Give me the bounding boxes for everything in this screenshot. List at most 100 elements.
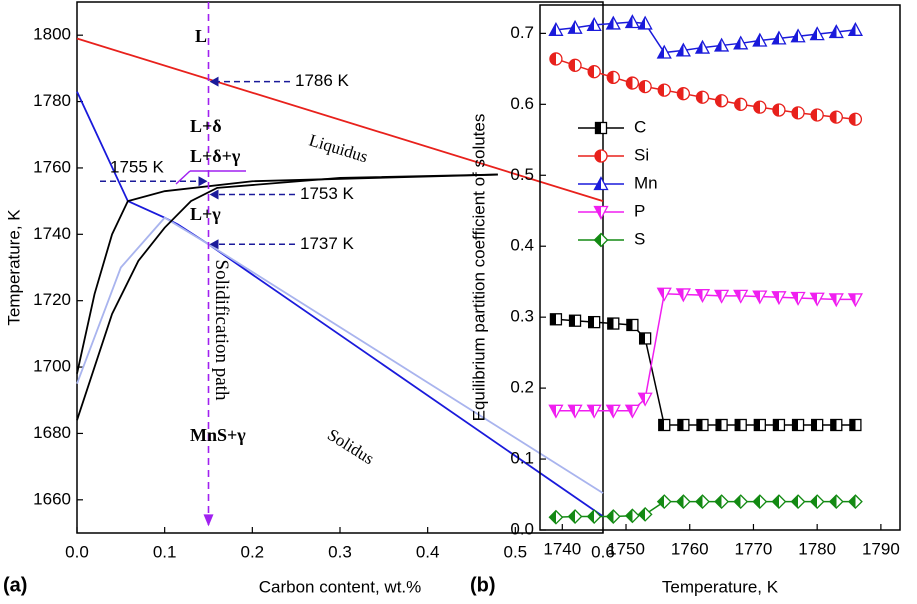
y-axis-title: Equilibrium partition coefficient of sol… — [469, 114, 488, 422]
x-tick-label: 0.3 — [328, 542, 352, 561]
data-point — [676, 87, 691, 101]
x-tick-label: 1780 — [798, 539, 836, 558]
y-axis-title: Temperature, K — [4, 209, 23, 326]
data-point — [714, 37, 730, 52]
data-point — [752, 32, 768, 47]
data-point — [828, 494, 844, 510]
data-point — [656, 494, 672, 510]
data-point — [625, 76, 640, 90]
series-line — [555, 318, 856, 426]
data-point — [714, 494, 730, 510]
data-point — [549, 52, 563, 66]
annotation-label: 1737 K — [300, 234, 355, 253]
data-point — [657, 83, 671, 97]
legend-label: Si — [634, 145, 649, 164]
data-point — [638, 79, 652, 94]
x-tick-label: 0.1 — [153, 542, 177, 561]
y-tick-label: 1720 — [33, 290, 71, 309]
data-point — [734, 418, 747, 432]
y-tick-label: 1760 — [33, 157, 71, 176]
x-tick-label: 0.4 — [416, 542, 440, 561]
data-point — [567, 404, 583, 419]
data-point — [790, 494, 806, 510]
data-point — [695, 494, 710, 510]
data-point — [548, 21, 564, 36]
data-point — [771, 30, 787, 45]
data-point — [847, 494, 863, 510]
y-tick-label: 1680 — [33, 423, 71, 442]
legend-marker — [593, 205, 609, 220]
x-tick-label: 1790 — [862, 539, 900, 558]
data-point — [734, 97, 748, 111]
data-point — [828, 24, 844, 39]
data-point — [753, 418, 766, 432]
data-point — [658, 418, 671, 432]
series-line — [76, 216, 604, 494]
series-line — [76, 37, 604, 202]
data-point — [714, 289, 730, 304]
y-tick-label: 0.7 — [510, 23, 534, 42]
data-point — [830, 418, 843, 432]
data-point — [791, 106, 805, 120]
data-point — [586, 509, 602, 524]
panel-label: (b) — [470, 574, 496, 596]
x-tick-label: 0.2 — [241, 542, 265, 561]
legend-label: S — [634, 229, 645, 248]
pointer-line — [175, 170, 191, 185]
data-point — [549, 313, 563, 326]
legend-label: P — [634, 201, 645, 220]
data-point — [771, 494, 787, 510]
y-tick-label: 1660 — [33, 489, 71, 508]
data-point — [588, 315, 601, 329]
series-label: Solidification path — [211, 260, 232, 401]
data-point — [733, 35, 749, 50]
x-tick-label: 0.0 — [65, 542, 89, 561]
arrow-head — [209, 239, 219, 250]
data-point — [548, 509, 564, 525]
arrow-head — [203, 514, 214, 527]
data-point — [847, 293, 863, 308]
legend-marker — [593, 232, 609, 248]
data-point — [772, 418, 786, 432]
arrow-head — [198, 176, 208, 187]
data-point — [675, 494, 691, 510]
series-line — [555, 292, 856, 412]
region-label: L+δ — [190, 116, 222, 136]
legend-marker — [594, 121, 608, 135]
x-tick-label: 1760 — [671, 539, 709, 558]
data-point — [753, 100, 767, 114]
data-point — [677, 418, 690, 432]
data-point — [637, 392, 653, 407]
data-point — [809, 494, 825, 510]
data-point — [733, 494, 749, 510]
data-point — [809, 26, 825, 41]
legend-label: C — [634, 117, 646, 136]
data-point — [638, 332, 652, 345]
data-point — [675, 42, 691, 57]
data-point — [696, 418, 709, 432]
y-tick-label: 0.4 — [510, 236, 534, 255]
data-point — [847, 21, 863, 36]
data-point — [656, 287, 672, 302]
data-point — [675, 288, 691, 303]
data-point — [568, 314, 582, 327]
annotation-label: 1753 K — [300, 184, 355, 203]
arrow-head — [209, 189, 219, 200]
data-point — [694, 39, 711, 54]
data-point — [791, 418, 805, 432]
data-point — [626, 318, 639, 332]
data-point — [637, 506, 653, 522]
data-point — [790, 28, 806, 43]
data-point — [733, 289, 749, 304]
data-point — [624, 14, 640, 29]
data-point — [567, 509, 583, 524]
data-point — [586, 17, 602, 32]
data-point — [829, 110, 843, 124]
series-label: Liquidus — [307, 131, 370, 167]
x-axis-title: Carbon content, wt.% — [259, 577, 422, 596]
plot-frame — [539, 4, 901, 531]
x-axis-title: Temperature, K — [662, 577, 779, 596]
annotation-label: 1755 K — [110, 158, 165, 177]
data-point — [810, 108, 824, 122]
